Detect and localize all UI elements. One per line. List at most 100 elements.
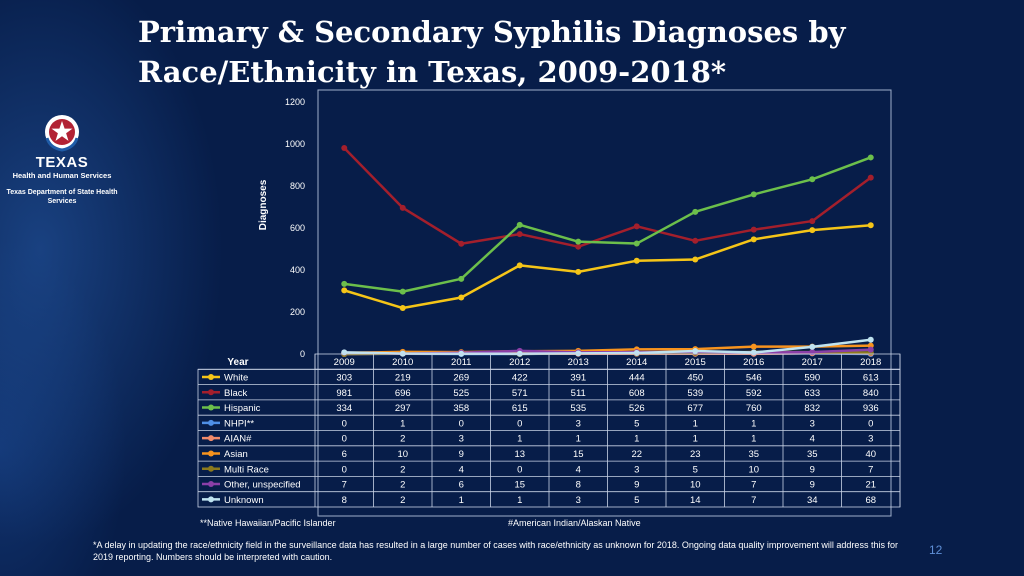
data-point	[867, 222, 874, 229]
table-cell-value: 10	[748, 464, 759, 475]
x-tick-label: 2016	[743, 357, 764, 368]
data-point	[516, 231, 523, 238]
x-tick-label: 2010	[392, 357, 413, 368]
table-cell-value: 13	[514, 449, 525, 460]
table-cell-value: 511	[571, 388, 586, 399]
table-cell-value: 2	[400, 495, 405, 506]
data-point	[399, 305, 406, 312]
series-line-black	[343, 147, 872, 248]
table-cell-value: 0	[459, 418, 464, 429]
table-cell-value: 608	[629, 388, 645, 399]
table-cell-value: 1	[693, 434, 698, 445]
x-tick-label: 2011	[451, 357, 471, 368]
table-cell-value: 68	[865, 495, 876, 506]
legend-label: Black	[224, 388, 247, 399]
y-tick-label: 600	[290, 223, 305, 233]
y-axis-label: Diagnoses	[258, 179, 269, 230]
table-cell-value: 9	[459, 449, 464, 460]
table-cell-value: 526	[629, 403, 645, 414]
data-point	[575, 238, 582, 245]
page-number: 12	[929, 543, 943, 557]
table-cell-value: 22	[631, 449, 642, 460]
y-tick-label: 800	[290, 181, 305, 191]
legend-label: Other, unspecified	[224, 480, 301, 491]
table-cell-value: 633	[804, 388, 820, 399]
table-cell-value: 297	[395, 403, 411, 414]
legend-label: Unknown	[224, 495, 264, 506]
table-cell-value: 391	[570, 372, 586, 383]
y-tick-label: 1200	[285, 97, 305, 107]
table-cell-value: 3	[576, 418, 581, 429]
data-point	[633, 223, 640, 230]
table-cell-value: 358	[453, 403, 469, 414]
table-cell-value: 3	[868, 434, 873, 445]
data-point	[458, 294, 465, 301]
texas-seal-icon	[45, 115, 79, 152]
legend-label: Asian	[224, 449, 248, 460]
table-cell-value: 4	[576, 464, 581, 475]
table-cell-value: 4	[459, 464, 464, 475]
table-cell-value: 981	[336, 388, 352, 399]
data-point	[399, 288, 406, 295]
table-cell-value: 936	[863, 403, 879, 414]
table-cell-value: 535	[570, 403, 586, 414]
legend-label: Hispanic	[224, 403, 261, 414]
table-cell-value: 5	[634, 495, 639, 506]
data-point	[809, 176, 816, 183]
table-cell-value: 840	[863, 388, 879, 399]
table-cell-value: 1	[634, 434, 639, 445]
data-point	[809, 227, 816, 234]
table-cell-value: 613	[863, 372, 879, 383]
table-cell-value: 34	[807, 495, 818, 506]
data-point	[692, 348, 699, 355]
table-cell-value: 9	[810, 480, 815, 491]
table-cell-value: 35	[807, 449, 818, 460]
table-cell-value: 1	[751, 434, 756, 445]
table-cell-value: 677	[687, 403, 703, 414]
table-cell-value: 2	[400, 464, 405, 475]
x-tick-label: 2013	[568, 357, 589, 368]
data-point	[633, 240, 640, 247]
legend-label: NHPI**	[224, 418, 254, 429]
table-cell-value: 1	[459, 495, 464, 506]
x-tick-label: 2018	[860, 357, 881, 368]
table-cell-value: 571	[512, 388, 528, 399]
table-cell-value: 10	[690, 480, 701, 491]
y-tick-label: 400	[290, 265, 305, 275]
data-point	[575, 243, 582, 250]
table-cell-value: 6	[459, 480, 464, 491]
table-cell-value: 7	[751, 495, 756, 506]
legend-label: Multi Race	[224, 464, 269, 475]
table-cell-value: 539	[687, 388, 703, 399]
table-cell-value: 303	[336, 372, 352, 383]
table-cell-value: 334	[336, 403, 352, 414]
data-point	[867, 336, 874, 343]
data-point	[750, 236, 757, 243]
data-point	[750, 343, 757, 350]
table-cell-value: 7	[342, 480, 347, 491]
table-header-year: Year	[227, 357, 248, 368]
note-aian: #American Indian/Alaskan Native	[508, 518, 641, 528]
data-point	[867, 154, 874, 161]
table-cell-value: 9	[810, 464, 815, 475]
data-point	[341, 287, 348, 294]
table-cell-value: 1	[576, 434, 581, 445]
table-cell-value: 3	[459, 434, 464, 445]
legend-key-marker	[208, 465, 214, 472]
table-cell-value: 0	[342, 434, 347, 445]
data-point	[809, 218, 816, 225]
legend-key-marker	[208, 481, 214, 488]
table-cell-value: 0	[517, 418, 522, 429]
table-cell-value: 7	[751, 480, 756, 491]
data-point	[516, 221, 523, 228]
x-tick-label: 2017	[802, 357, 823, 368]
data-point	[633, 257, 640, 264]
table-cell-value: 5	[634, 418, 639, 429]
footnote: *A delay in updating the race/ethnicity …	[93, 540, 898, 562]
table-cell-value: 14	[690, 495, 701, 506]
table-cell-value: 15	[573, 449, 584, 460]
table-cell-value: 1	[751, 418, 756, 429]
data-point	[458, 240, 465, 247]
x-tick-label: 2012	[509, 357, 530, 368]
data-point	[692, 208, 699, 215]
